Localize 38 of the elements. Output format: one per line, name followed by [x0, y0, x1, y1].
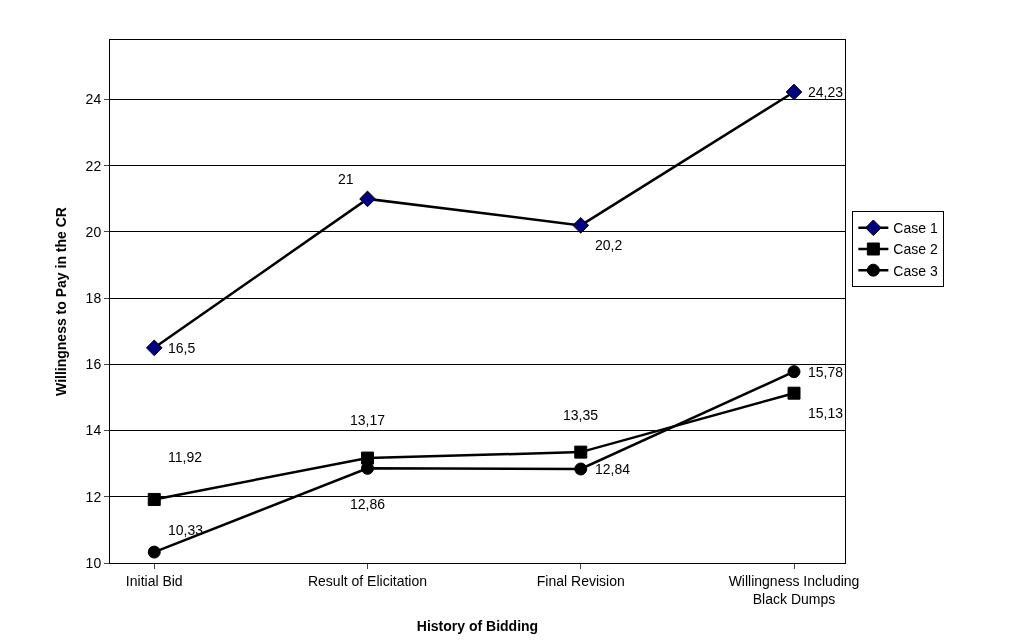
data-label: 15,13 — [808, 405, 844, 421]
data-label: 15,78 — [808, 364, 844, 380]
y-tick-label: 20 — [85, 223, 102, 240]
x-tick-label: Initial Bid — [125, 572, 183, 589]
point — [787, 365, 801, 379]
data-label: 12,86 — [350, 496, 386, 512]
data-label: 12,84 — [595, 461, 631, 477]
data-label: 13,17 — [350, 412, 386, 428]
data-label: 11,92 — [168, 449, 203, 465]
data-label: 24,23 — [808, 84, 844, 100]
point — [147, 492, 161, 506]
y-tick-label: 18 — [85, 290, 102, 307]
point — [147, 545, 161, 559]
y-tick-label: 22 — [85, 157, 102, 174]
y-axis-title: Willingness to Pay in the CR — [53, 207, 70, 396]
point — [145, 339, 163, 357]
data-label: 21 — [338, 171, 354, 187]
y-tick-label: 14 — [85, 422, 102, 439]
point — [787, 386, 801, 400]
data-label: 20,2 — [595, 237, 623, 253]
point — [785, 83, 803, 101]
legend-label: Case 3 — [893, 262, 938, 279]
point — [574, 462, 588, 476]
data-label: 16,5 — [168, 340, 196, 356]
data-label: 13,35 — [563, 407, 599, 423]
point — [572, 217, 590, 234]
x-axis-title: History of Bidding — [416, 618, 539, 635]
point — [359, 190, 376, 208]
y-tick-label: 12 — [85, 488, 102, 505]
point — [574, 445, 588, 459]
x-tick-label: Willingness Including Black Dumps — [728, 572, 860, 607]
y-tick-label: 16 — [85, 356, 102, 373]
y-tick-label: 10 — [85, 554, 102, 571]
y-tick-label: 24 — [85, 91, 102, 108]
legend-label: Case 2 — [893, 241, 938, 258]
legend-label: Case 1 — [893, 220, 938, 237]
x-tick-label: Result of Elicitation — [307, 572, 428, 589]
x-tick-label: Final Revision — [536, 572, 625, 589]
